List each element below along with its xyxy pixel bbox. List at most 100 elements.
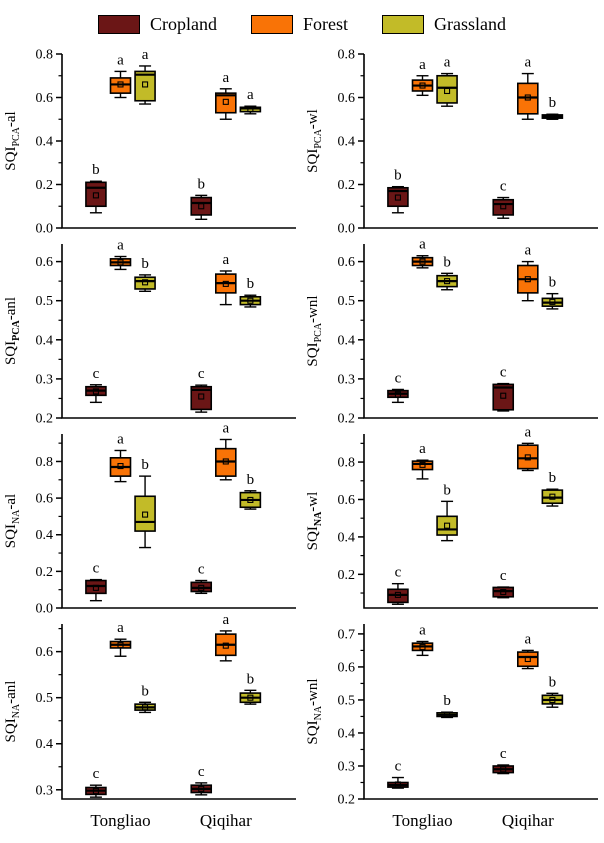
box-qiqihar-forest: a [517,631,539,670]
mean-marker [500,766,507,773]
panel-sqi-na-al: 0.0 0.2 0.4 0.6 0.8 c a b c a b SQINA-al [0,424,302,614]
box-qiqihar-forest: a [215,614,237,662]
mean-marker [142,511,149,518]
significance-letter: b [549,95,557,111]
mean-marker [222,280,229,287]
y-axis-title: SQINA-anl [3,681,22,743]
mean-marker [92,388,99,395]
significance-letter: b [141,256,149,272]
legend-label-forest: Forest [303,13,348,34]
box-tongliao-forest: a [411,441,434,480]
box-qiqihar-cropland: c [492,365,515,412]
y-tick-label: 0.0 [36,602,54,615]
y-tick-label: 0.2 [338,568,356,583]
significance-letter: b [92,162,100,178]
mean-marker [117,259,124,266]
mean-marker [500,392,507,399]
y-tick-label: 0.6 [36,255,54,270]
mean-marker [117,642,124,649]
box-tongliao-grassland: a [134,47,156,105]
y-axis-title: SQINA-wl [305,492,324,551]
significance-letter: a [419,57,426,73]
legend-swatch-grassland [382,14,424,34]
mean-marker [247,297,254,304]
y-axis-title: SQIPCA-al [3,111,22,170]
y-tick-label: 0.6 [338,660,356,675]
mean-marker [419,644,426,651]
box-qiqihar-forest: a [517,243,539,302]
box-tongliao-grassland: b [436,482,458,542]
box-qiqihar-grassland: b [541,470,564,507]
box-qiqihar-grassland: b [239,472,262,510]
y-axis-title: SQINA-al [3,494,22,548]
box-tongliao-cropland: c [387,370,409,404]
box-qiqihar-cropland: c [190,764,213,796]
box-qiqihar-forest: a [215,252,237,306]
mean-marker [198,203,205,210]
box-rect [517,651,539,668]
box-tongliao-cropland: c [85,766,107,798]
mean-marker [419,82,426,89]
box-qiqihar-cropland: c [492,746,515,775]
box-qiqihar-cropland: c [492,179,515,219]
legend-item-cropland: Cropland [98,14,217,35]
mean-marker [222,98,229,105]
mean-marker [247,496,254,503]
y-tick-label: 0.6 [338,91,356,106]
boxplot-sqi-na-wl: 0.2 0.4 0.6 0.8 c a b c a b SQINA-wl [305,424,598,609]
y-tick-label: 0.2 [36,412,54,425]
axis-spine [363,434,598,609]
significance-letter: c [395,370,402,386]
panels-grid: 0.0 0.2 0.4 0.6 0.8 b a a b a a SQIPCA-al 0.0 0.2 0.4… [0,44,604,843]
legend-label-grassland: Grassland [434,13,506,34]
box-qiqihar-forest: a [517,55,539,120]
y-axis-title: SQIPCA-anl [3,297,22,365]
axis-spine [61,624,296,800]
box-qiqihar-cropland: b [190,176,213,221]
significance-letter: c [395,759,402,775]
panel-sqi-na-anl: 0.3 0.4 0.5 0.6 c a b c a b Tongliao Qiqihar SQINA-a… [0,614,302,843]
mean-marker [444,87,451,95]
box-qiqihar-forest: a [215,70,237,120]
significance-letter: a [142,47,149,63]
y-tick-label: 0.8 [36,48,54,63]
significance-letter: a [524,424,531,440]
y-tick-label: 0.5 [338,693,356,708]
significance-letter: b [443,254,451,270]
y-tick-label: 0.6 [338,255,356,270]
box-rect [134,276,156,290]
box-qiqihar-grassland: b [239,671,262,705]
significance-letter: c [500,568,507,584]
box-rect [134,495,156,532]
significance-letter: a [117,431,124,447]
mean-marker [549,298,556,305]
x-category-label: Qiqihar [200,811,252,830]
significance-letter: c [93,561,100,577]
box-rect [492,198,515,216]
box-qiqihar-grassland: a [239,87,262,115]
legend-item-grassland: Grassland [382,14,506,35]
box-tongliao-forest: a [109,52,132,99]
significance-letter: c [500,746,507,762]
mean-marker [524,276,531,283]
significance-letter: b [141,683,149,699]
box-tongliao-grassland: b [134,256,156,293]
significance-letter: a [117,238,124,254]
box-tongliao-forest: a [109,431,132,483]
significance-letter: c [93,366,100,382]
y-axis-title: SQINA-wnl [305,678,324,744]
y-tick-label: 0.2 [36,565,54,580]
box-tongliao-grassland: b [134,457,156,549]
mean-marker [500,203,507,210]
significance-letter: c [198,562,205,578]
y-axis-title: SQIPCA-wl [305,109,324,173]
mean-marker [198,785,205,792]
box-tongliao-grassland: b [436,693,458,719]
significance-letter: c [93,766,100,782]
boxplot-sqi-pca-anl: 0.2 0.3 0.4 0.5 0.6 c a b c a b SQIPCA-anl [3,238,296,425]
significance-letter: a [419,623,426,639]
significance-letter: c [500,179,507,195]
legend: Cropland Forest Grassland [0,0,604,44]
significance-letter: a [222,70,229,86]
